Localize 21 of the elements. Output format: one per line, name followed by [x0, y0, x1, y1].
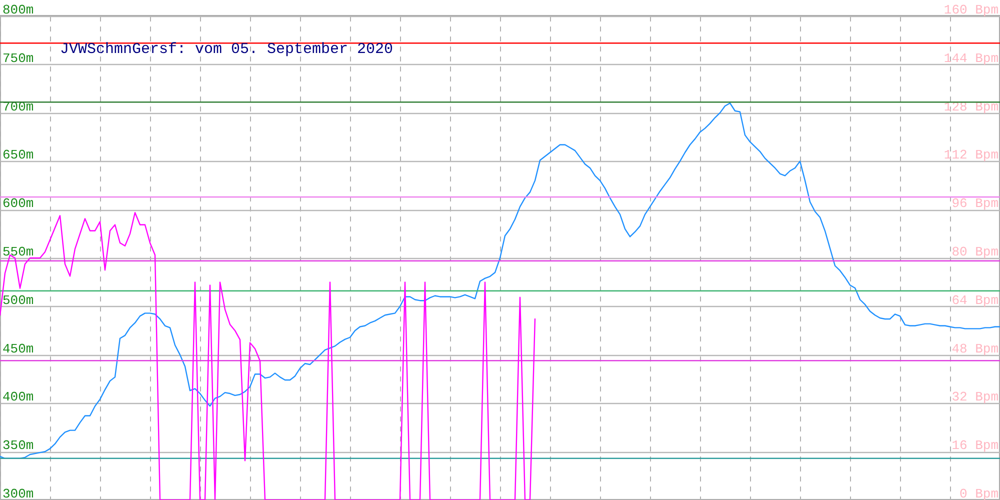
y-tick-label: 800m: [2, 2, 34, 18]
y-tick-label: 750m: [2, 50, 34, 66]
y2-tick-label: 16 Bpm: [952, 438, 999, 454]
y-tick-label: 450m: [2, 341, 34, 356]
y2-tick-label: 80 Bpm: [952, 244, 999, 260]
y-tick-label: 650m: [2, 148, 34, 163]
text: JVWSchmnGersf: vom 05. September 2020: [60, 41, 394, 58]
y-tick-label: 400m: [2, 390, 34, 405]
y2-tick-label: 112 Bpm: [944, 148, 999, 163]
y-tick-label: 300m: [2, 486, 34, 500]
y-tick-label: 600m: [2, 196, 34, 212]
y2-tick-label: 160 Bpm: [944, 2, 999, 18]
y2-tick-label: 32 Bpm: [952, 390, 999, 405]
y2-tick-label: 96 Bpm: [952, 196, 999, 212]
y2-tick-label: 48 Bpm: [952, 341, 999, 356]
y-tick-label: 350m: [2, 438, 34, 454]
y2-tick-label: 144 Bpm: [944, 50, 999, 66]
y-tick-label: 500m: [2, 292, 34, 308]
y2-tick-label: 0 Bpm: [959, 486, 999, 500]
y-tick-label: 550m: [2, 244, 34, 260]
y2-tick-label: 64 Bpm: [952, 292, 999, 308]
